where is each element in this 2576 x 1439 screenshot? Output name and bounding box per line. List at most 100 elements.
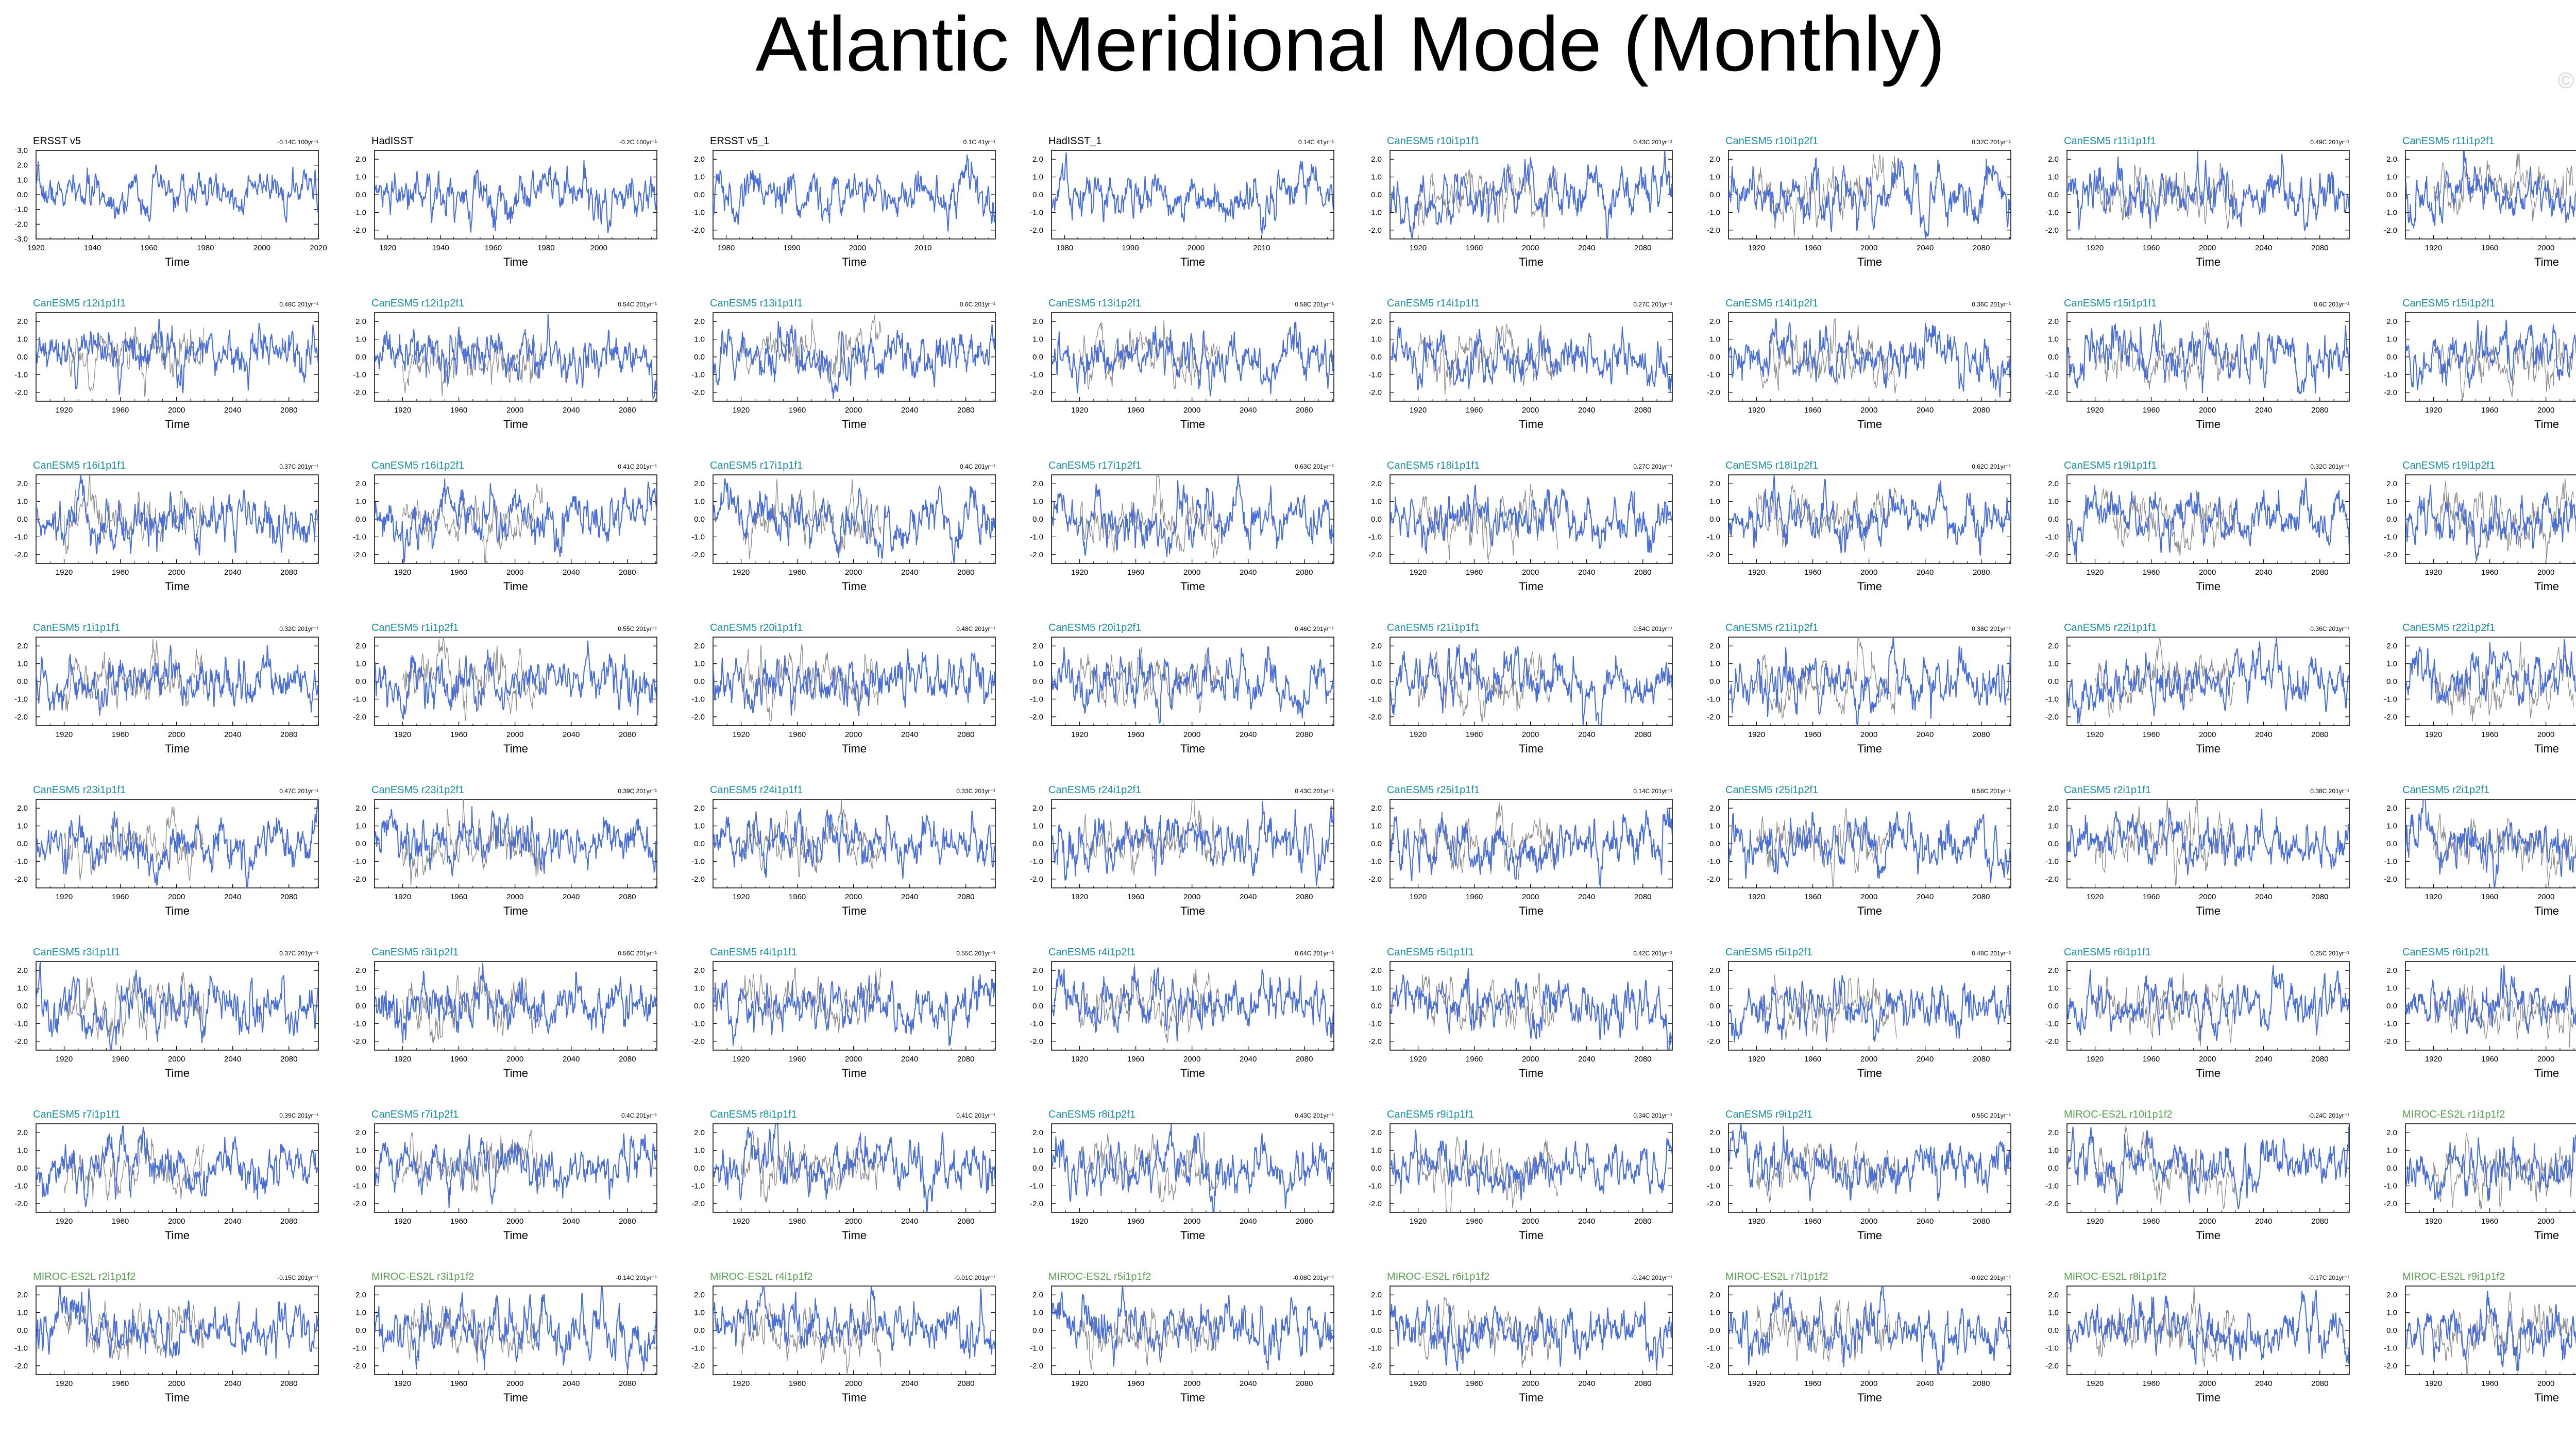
panel-trend-label: 0.64C 201yr⁻¹	[1295, 950, 1334, 957]
x-tick-label: 2000	[1183, 1217, 1200, 1226]
y-tick-label: 1.0	[2386, 660, 2397, 669]
chart-panel: CanESM5 r18i1p1f1 0.27C 201yr⁻¹ 2.0 1.0 0.0 -…	[1368, 460, 1673, 593]
y-tick-label: 0.0	[355, 1002, 366, 1010]
panel-title: CanESM5 r24i1p2f1	[1048, 784, 1141, 796]
x-tick-label: 2080	[1296, 1055, 1313, 1064]
y-tick-label: 0.0	[2048, 191, 2059, 199]
x-tick-label: 2040	[224, 1217, 241, 1226]
panel-trend-label: 0.37C 201yr⁻¹	[279, 463, 318, 470]
amm-series-line	[2067, 965, 2349, 1041]
x-tick-label: 2080	[957, 730, 974, 739]
y-tick-label: -2.0	[353, 388, 366, 397]
y-tick-label: 1.0	[17, 660, 28, 669]
y-tick-label: 2.0	[1709, 479, 1720, 488]
y-tick-label: 2.0	[1371, 155, 1382, 164]
panel-title: CanESM5 r15i1p2f1	[2402, 298, 2495, 309]
y-tick-label: -1.0	[14, 1181, 28, 1190]
panel-title: HadISST	[371, 135, 413, 147]
x-tick-label: 2080	[280, 1217, 297, 1226]
y-tick-label: -2.0	[14, 388, 28, 397]
x-tick-label: 2080	[619, 730, 636, 739]
x-tick-label: 1920	[2087, 406, 2104, 415]
x-tick-label: 2000	[2537, 893, 2554, 901]
y-tick-label: 0.0	[1371, 191, 1382, 199]
x-tick-label: 2000	[506, 568, 523, 577]
y-tick-label: -2.0	[1030, 388, 1043, 397]
x-tick-label: 2000	[506, 1217, 523, 1226]
x-axis-label: Time	[842, 418, 867, 431]
amm-series-line	[1390, 1300, 1672, 1373]
panel-trend-label: 0.36C 201yr⁻¹	[2310, 625, 2349, 632]
x-tick-label: 2040	[2255, 568, 2272, 577]
panel-title: CanESM5 r19i1p2f1	[2402, 460, 2495, 471]
y-tick-label: -2.0	[2384, 551, 2397, 559]
y-tick-label: 2.0	[1709, 804, 1720, 813]
x-axis-label: Time	[1180, 904, 1205, 917]
x-axis-label: Time	[1180, 1391, 1205, 1404]
panel-title: CanESM5 r3i1p1f1	[33, 947, 120, 958]
panel-trend-label: 0.1C 41yr⁻¹	[963, 139, 995, 146]
panel-trend-label: -0.08C 201yr⁻¹	[1293, 1274, 1334, 1281]
x-tick-label: 1920	[2087, 244, 2104, 252]
chart-panel: CanESM5 r1i1p2f1 0.55C 201yr⁻¹ 2.0 1.0 0.0 -1…	[353, 622, 657, 755]
y-tick-label: 1.0	[2386, 335, 2397, 344]
y-tick-label: 1.0	[694, 1146, 705, 1155]
y-tick-label: -2.0	[1368, 713, 1382, 722]
x-axis-label: Time	[1519, 580, 1544, 593]
x-tick-label: 2000	[1860, 1055, 1877, 1064]
y-tick-label: 2.0	[17, 161, 28, 170]
x-tick-label: 1960	[112, 1217, 129, 1226]
y-tick-label: 0.0	[2386, 1002, 2397, 1010]
obs-series-line	[740, 799, 882, 878]
panel-title: CanESM5 r9i1p2f1	[1725, 1109, 1812, 1120]
x-tick-label: 1920	[1748, 1217, 1765, 1226]
chart-panel: MIROC-ES2L r1i1p1f2-0.13C 201yr⁻¹2.01.00…	[2384, 1109, 2576, 1242]
y-tick-label: -1.0	[1368, 1181, 1382, 1190]
watermark: © CVDP-LE	[2557, 68, 2576, 93]
panel-trend-label: -0.14C 201yr⁻¹	[616, 1274, 657, 1281]
y-tick-label: 2.0	[2386, 155, 2397, 164]
x-tick-label: 2080	[1973, 1217, 1990, 1226]
x-tick-label: 2000	[2199, 1217, 2216, 1226]
x-tick-label: 2080	[1634, 1217, 1651, 1226]
obs-series-line	[2094, 488, 2235, 557]
panel-trend-label: 0.46C 201yr⁻¹	[1295, 625, 1334, 632]
x-axis-label: Time	[503, 742, 528, 755]
y-tick-label: 1.0	[1709, 984, 1720, 993]
x-tick-label: 2040	[901, 568, 918, 577]
y-tick-label: 2.0	[17, 642, 28, 650]
obs-series-line	[2433, 813, 2574, 887]
amm-series-line	[1052, 967, 1334, 1041]
y-tick-label: 2.0	[2048, 804, 2059, 813]
amm-series-line	[36, 645, 318, 716]
panel-trend-label: 0.41C 201yr⁻¹	[618, 463, 657, 470]
x-tick-label: 2000	[168, 1217, 185, 1226]
x-tick-label: 2080	[619, 1055, 636, 1064]
y-tick-label: 0.0	[1371, 840, 1382, 848]
panel-trend-label: 0.6C 201yr⁻¹	[960, 301, 995, 308]
x-axis-label: Time	[1519, 1391, 1544, 1404]
y-tick-label: 1.0	[2386, 1146, 2397, 1155]
y-tick-label: 0.0	[1371, 677, 1382, 686]
x-axis-label: Time	[2196, 418, 2221, 431]
x-tick-label: 1920	[1071, 1055, 1088, 1064]
panel-title: CanESM5 r10i1p1f1	[1387, 135, 1480, 147]
y-tick-label: 1.0	[1032, 173, 1043, 182]
y-tick-label: 0.0	[1709, 677, 1720, 686]
x-tick-label: 1960	[1804, 406, 1821, 415]
y-tick-label: 2.0	[1032, 804, 1043, 813]
x-tick-label: 1920	[1410, 893, 1427, 901]
y-tick-label: 0.0	[17, 353, 28, 362]
x-tick-label: 1920	[1410, 406, 1427, 415]
y-tick-label: -1.0	[353, 857, 366, 866]
x-axis-label: Time	[1519, 418, 1544, 431]
x-tick-label: 2040	[563, 1055, 580, 1064]
obs-series-line	[2433, 152, 2574, 221]
y-tick-label: 1.0	[1371, 498, 1382, 506]
amm-series-line	[375, 806, 657, 877]
y-tick-label: -2.0	[1707, 226, 1720, 235]
obs-series-line	[2433, 1291, 2574, 1375]
y-tick-label: 2.0	[1709, 966, 1720, 975]
y-tick-label: 1.0	[1709, 1146, 1720, 1155]
panel-title: CanESM5 r13i1p2f1	[1048, 298, 1141, 309]
